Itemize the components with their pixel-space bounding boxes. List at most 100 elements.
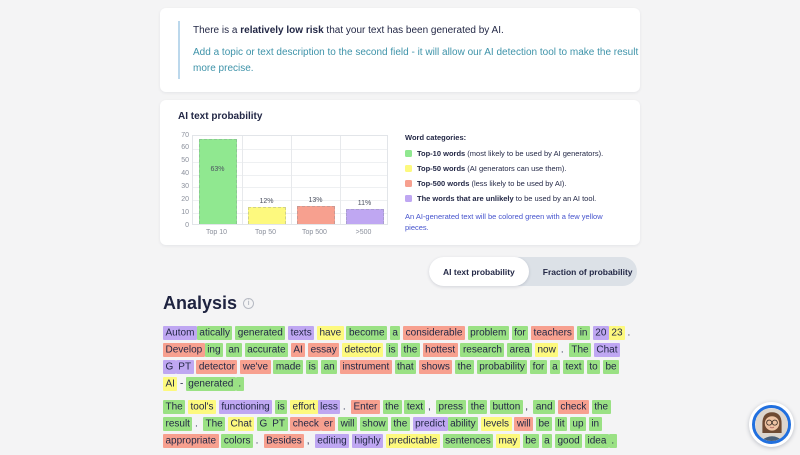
gridline [193, 174, 387, 176]
highlighted-word: 23 [608, 325, 626, 340]
highlighted-word: an [225, 342, 242, 357]
highlighted-word: lit [554, 416, 568, 431]
bar-value-label: 63% [210, 166, 225, 174]
legend-item-text: Top-50 words (AI generators can use them… [417, 164, 567, 173]
bar-column: 63% [193, 136, 242, 224]
legend-swatch [405, 149, 412, 157]
highlighted-word: , [306, 435, 310, 446]
highlighted-word: area [507, 342, 533, 357]
legend-swatch [405, 179, 412, 187]
highlighted-word: effort [290, 399, 318, 414]
chart-title: AI text probability [178, 111, 263, 122]
highlighted-word: and [533, 399, 556, 414]
legend-item: Top-50 words (AI generators can use them… [405, 164, 627, 173]
probability-chart-card: AI text probability 63% 12% 13% 11% Word ca… [160, 100, 640, 245]
highlighted-word: 20 [592, 325, 609, 340]
legend-item-text: Top-500 words (less likely to be used by… [417, 179, 567, 188]
highlighted-word: made [273, 359, 304, 374]
gridline [242, 136, 243, 224]
highlighted-word: - [179, 378, 184, 389]
highlighted-word: be [603, 359, 620, 374]
highlighted-word: essay [308, 342, 340, 357]
highlighted-word: Chat [593, 342, 621, 357]
gridline [291, 136, 292, 224]
highlighted-word: PT [269, 416, 288, 431]
highlighted-word: PT [175, 359, 194, 374]
bar-top-50: 12% [247, 198, 286, 224]
legend-item: Top-500 words (less likely to be used by… [405, 179, 627, 188]
highlighted-word: . [194, 418, 198, 429]
bar-value-label: 13% [308, 197, 323, 204]
risk-message-card: There is a relatively low risk that your… [160, 8, 640, 92]
highlighted-word: an [321, 359, 338, 374]
highlighted-word: accurate [244, 342, 289, 357]
highlighted-word: generated [235, 325, 286, 340]
highlighted-word: the [382, 399, 402, 414]
highlighted-word: be [536, 416, 553, 431]
legend-swatch [405, 164, 412, 172]
highlighted-word: show [359, 416, 389, 431]
gridline [340, 136, 341, 224]
highlighted-word: the [390, 416, 410, 431]
gridline [193, 161, 387, 163]
highlighted-word: less [317, 399, 341, 414]
analysis-paragraph: The tool's functioning is effort less. En… [163, 398, 643, 449]
highlighted-word: functioning [218, 399, 273, 414]
highlighted-word: for [511, 325, 529, 340]
highlighted-word: will [338, 416, 357, 431]
risk-statement: There is a relatively low risk that your… [193, 23, 622, 38]
bar-column: 11% [340, 136, 389, 224]
highlighted-word: press [436, 399, 466, 414]
gridline [193, 187, 387, 189]
info-icon[interactable]: i [243, 298, 255, 309]
highlighted-word: that [394, 359, 417, 374]
bar-chart-plot: 63% 12% 13% 11% [192, 135, 388, 225]
highlighted-word: Develop [163, 342, 205, 357]
highlighted-word: atically [196, 325, 233, 340]
legend-heading: Word categories: [405, 133, 467, 142]
highlighted-word: may [496, 433, 520, 448]
highlighted-word: The [568, 342, 592, 357]
highlighted-word: levels [480, 416, 512, 431]
legend-item: The words that are unlikely to be used b… [405, 194, 627, 203]
highlighted-word: to [586, 359, 601, 374]
highlighted-word: hottest [422, 342, 458, 357]
bar-value-label: 12% [259, 198, 274, 206]
highlighted-word: a [541, 433, 553, 448]
highlighted-word: editing [314, 433, 350, 448]
analysis-heading: Analysis [163, 293, 238, 313]
chat-widget-button[interactable] [749, 402, 794, 447]
analysis-section: Analysis i Autom atically generated texts… [163, 293, 643, 455]
bar--500: 11% [345, 200, 384, 224]
x-tick-label: Top 500 [302, 229, 327, 236]
highlighted-word: predict [412, 416, 448, 431]
bar-top-500: 13% [296, 197, 335, 224]
highlighted-word: the [455, 359, 475, 374]
legend-item-text: The words that are unlikely to be used b… [417, 194, 597, 203]
highlighted-word: . [560, 344, 564, 355]
highlighted-word: Enter [350, 399, 380, 414]
highlighted-text: Autom atically generated texts have becom… [163, 324, 643, 449]
highlighted-word: Besides [263, 433, 305, 448]
analysis-paragraph: Autom atically generated texts have becom… [163, 324, 643, 392]
highlighted-word: sentences [442, 433, 494, 448]
avatar [755, 408, 788, 441]
toggle-ai-text-probability[interactable]: AI text probability [429, 257, 529, 286]
y-tick-label: 0 [185, 221, 189, 229]
highlighted-word: appropriate [163, 433, 219, 448]
highlighted-word: in [577, 325, 590, 340]
highlighted-word: probability [476, 359, 528, 374]
highlighted-word: text [404, 399, 426, 414]
legend-item-text: Top-10 words (most likely to be used by … [417, 149, 604, 158]
highlighted-word: . [255, 435, 259, 446]
highlighted-word: er [321, 416, 336, 431]
highlighted-word: The [203, 416, 226, 431]
risk-statement-prefix: There is a [193, 25, 241, 36]
risk-statement-suffix: that your text has been generated by AI. [323, 25, 504, 36]
risk-level-text: relatively low risk [240, 25, 324, 36]
gridline [193, 148, 387, 150]
highlighted-word: generated [185, 376, 236, 391]
toggle-fraction-of-probability[interactable]: Fraction of probability [529, 257, 647, 286]
highlighted-word: ing [204, 342, 224, 357]
y-tick-label: 60 [181, 144, 189, 152]
